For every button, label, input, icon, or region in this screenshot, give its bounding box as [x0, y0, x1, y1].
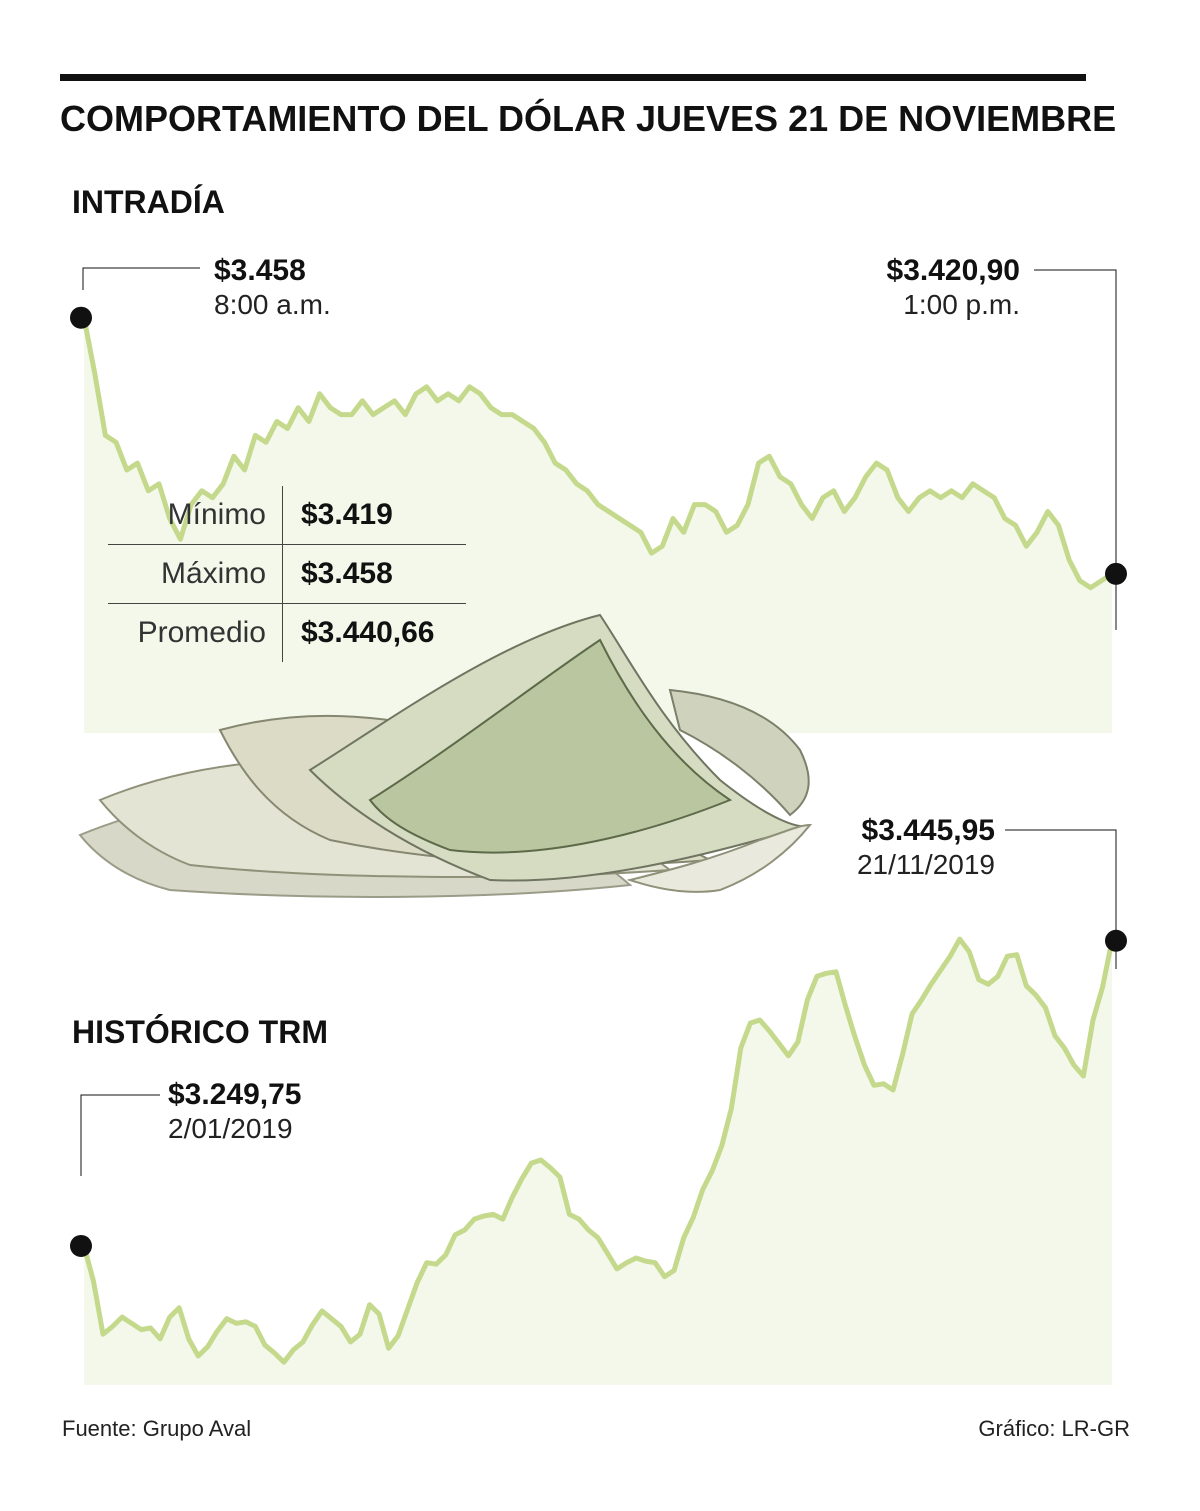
- historico-start-value: $3.249,75: [168, 1078, 302, 1111]
- historico-end-callout: $3.445,95 21/11/2019: [857, 814, 995, 881]
- stats-label: Promedio: [108, 603, 283, 662]
- stats-label: Mínimo: [108, 486, 283, 545]
- intraday-end-leader: [1034, 269, 1117, 630]
- stats-row-promedio: Promedio $3.440,66: [108, 603, 466, 662]
- intraday-start-callout: $3.458 8:00 a.m.: [214, 254, 331, 321]
- historico-area: [84, 939, 1112, 1385]
- historico-start-date: 2/01/2019: [168, 1112, 293, 1144]
- stats-row-maximo: Máximo $3.458: [108, 544, 466, 604]
- intraday-start-marker: [70, 306, 92, 329]
- dollar-bills-image: [78, 613, 813, 898]
- historico-line: [81, 936, 1115, 1365]
- page-title: COMPORTAMIENTO DEL DÓLAR JUEVES 21 DE NO…: [60, 98, 1117, 139]
- stats-value: $3.419: [282, 486, 466, 545]
- intraday-end-marker: [1105, 562, 1127, 585]
- intraday-line: [81, 317, 1114, 591]
- historico-end-date: 21/11/2019: [856, 848, 995, 880]
- intraday-section-label: INTRADÍA: [72, 184, 225, 220]
- source-note: Fuente: Grupo Aval: [62, 1416, 252, 1441]
- intraday-chart: [70, 267, 1127, 733]
- historico-end-marker: [1105, 929, 1127, 952]
- stats-value: $3.440,66: [301, 616, 435, 649]
- graphic-credit: Gráfico: LR-GR: [978, 1416, 1130, 1441]
- stats-label: Máximo: [108, 544, 283, 604]
- historico-start-leader: [80, 1094, 160, 1176]
- stats-row-minimo: Mínimo $3.419: [108, 486, 466, 545]
- historico-section-label: HISTÓRICO TRM: [72, 1014, 328, 1050]
- historico-start-callout: $3.249,75 2/01/2019: [168, 1078, 301, 1145]
- stats-value: $3.458: [282, 544, 466, 604]
- intraday-start-leader: [82, 267, 200, 290]
- intraday-start-time: 8:00 a.m.: [214, 288, 331, 320]
- historico-start-marker: [70, 1234, 92, 1257]
- intraday-end-time: 1:00 p.m.: [903, 288, 1020, 320]
- intraday-stats-table: Mínimo $3.419 Máximo $3.458 Promedio $3.…: [108, 486, 466, 662]
- intraday-area: [84, 317, 1112, 733]
- intraday-end-callout: $3.420,90 1:00 p.m.: [887, 254, 1020, 321]
- intraday-end-value: $3.420,90: [886, 254, 1020, 287]
- historico-end-value: $3.445,95: [861, 814, 995, 847]
- historico-chart: [70, 829, 1127, 1385]
- top-rule: [60, 74, 1086, 81]
- intraday-start-value: $3.458: [214, 254, 306, 287]
- historico-end-leader: [1005, 829, 1117, 969]
